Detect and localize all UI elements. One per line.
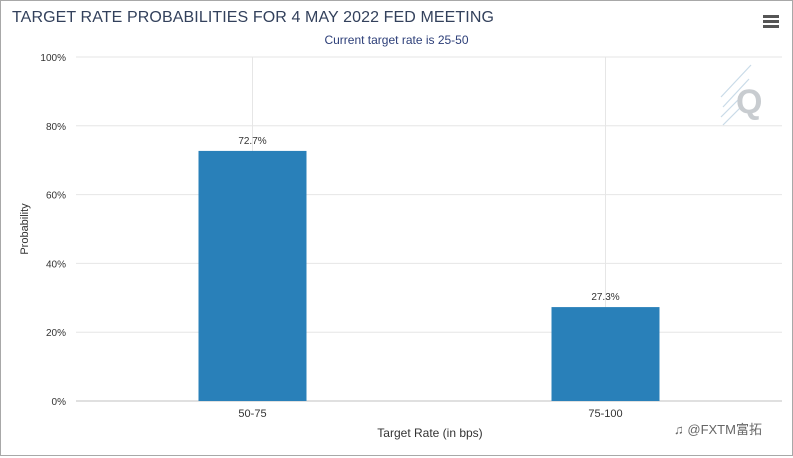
y-tick-label: 80% (46, 122, 66, 133)
x-tick-label: 75-100 (588, 408, 622, 420)
x-axis-label: Target Rate (in bps) (377, 426, 482, 440)
y-tick-label: 0% (52, 397, 67, 408)
hamburger-menu-icon[interactable] (763, 15, 779, 29)
y-tick-label: 60% (46, 191, 66, 202)
data-label: 27.3% (591, 292, 619, 303)
chart-title: TARGET RATE PROBABILITIES FOR 4 MAY 2022… (12, 9, 495, 26)
footer-credit-text: @FXTM富拓 (687, 422, 762, 437)
social-logo-icon: ♫ (674, 422, 688, 437)
bar-50-75[interactable] (198, 150, 307, 401)
cme-fedwatch-q-logo: Q (720, 64, 762, 126)
chart-subtitle: Current target rate is 25-50 (324, 33, 469, 47)
y-axis-label: Probability (19, 203, 31, 255)
y-tick-label: 20% (46, 328, 66, 339)
footer-credit: ♫ @FXTM富拓 (674, 419, 762, 438)
x-tick-label: 50-75 (238, 408, 266, 420)
y-tick-label: 100% (40, 53, 66, 64)
y-tick-label: 40% (46, 259, 66, 270)
logo-q-letter: Q (736, 83, 762, 121)
data-label: 72.7% (238, 136, 266, 147)
bar-75-100[interactable] (551, 307, 660, 401)
